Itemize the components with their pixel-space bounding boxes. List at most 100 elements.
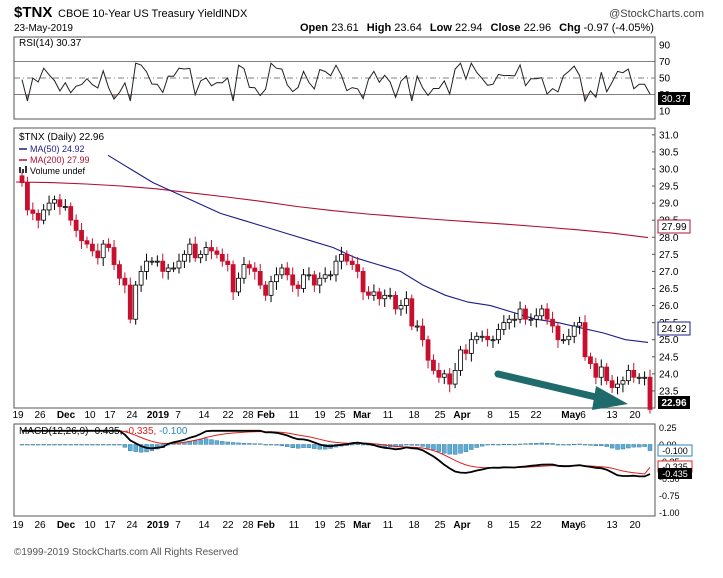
watermark: @StockCharts.com: [609, 8, 704, 20]
candle-body: [68, 206, 74, 221]
exchange: INDX: [221, 8, 248, 20]
candle-body: [268, 281, 274, 296]
candle: [171, 262, 176, 273]
date-axis-label: 13: [606, 410, 618, 421]
date-axis-label: 20: [629, 520, 641, 531]
date-axis-label: 19: [12, 410, 24, 421]
candle-body: [322, 274, 328, 279]
macd-hist-bar: [404, 444, 409, 446]
candle-body: [571, 325, 577, 337]
macd-hist-bar: [106, 444, 111, 446]
security-name: CBOE 10-Year US Treasury Yield: [58, 8, 221, 20]
candle: [436, 362, 442, 383]
macd-hist-bar: [285, 444, 290, 447]
candle-body: [463, 349, 469, 354]
candle-body: [403, 298, 409, 306]
close-tag: [658, 396, 690, 409]
rsi-last-value: 30.37: [661, 94, 686, 105]
candle: [127, 277, 133, 324]
candle-body: [349, 260, 355, 265]
candle: [339, 246, 344, 270]
date-axis-label: 17: [104, 410, 116, 421]
price-legend: $TNX (Daily) 22.96 MA(50) 24.92 MA(200) …: [19, 132, 104, 176]
candle: [79, 222, 84, 249]
price-axis-label: 29.0: [659, 199, 679, 210]
price-axis-label: 30.5: [659, 147, 679, 158]
macd-hist-bar: [52, 444, 57, 446]
candle-body: [387, 294, 393, 297]
candle: [149, 257, 155, 266]
candle: [209, 240, 214, 260]
candle-body: [279, 267, 285, 276]
macd-axis-label: -1.00: [659, 508, 680, 518]
macd-hist-bar: [555, 444, 561, 446]
candle: [382, 289, 388, 307]
macd-legend-signal: -0.335,: [125, 426, 156, 437]
macd-hist-bar: [36, 444, 41, 446]
ma50-tag: [657, 321, 691, 336]
candle: [468, 332, 474, 362]
date-axis-label: 25: [434, 410, 446, 421]
candle-body: [485, 335, 490, 341]
candle-body: [230, 264, 236, 293]
macd-hist-bar: [290, 444, 295, 448]
macd-hist-bar: [209, 439, 214, 445]
candle: [290, 267, 296, 292]
date-axis-label: 22: [530, 520, 542, 531]
candle: [458, 345, 463, 376]
candle: [236, 272, 241, 296]
macd-hist-bar: [566, 444, 571, 446]
candles: [19, 171, 653, 414]
candle: [523, 304, 528, 325]
candle-body: [311, 274, 317, 286]
macd-panel: 0.250.00-0.25-0.50-0.75-1.00 MACD(12,26,…: [13, 423, 693, 518]
candle-body: [165, 267, 171, 272]
date-axis-label: 18: [408, 520, 420, 531]
macd-hist-bar: [252, 443, 257, 445]
candle: [360, 267, 366, 301]
legend-symbol: $TNX (Daily) 22.96: [19, 132, 104, 143]
candle-body: [160, 260, 166, 272]
date-axis-label: May: [561, 410, 581, 421]
price-axis-label: 23.5: [659, 386, 679, 397]
candle: [252, 262, 258, 280]
candle: [393, 291, 398, 315]
macd-hist-bar: [620, 444, 626, 450]
candle-body: [436, 370, 442, 378]
candle: [414, 320, 420, 332]
date-axis-label: Mar: [353, 520, 371, 531]
open-label: Open: [300, 22, 328, 34]
macd-hist-bar: [263, 444, 268, 446]
chart-date: 23-May-2019: [14, 23, 73, 34]
macd-hist-bar: [604, 444, 609, 447]
date-axis-label: 11: [289, 520, 300, 531]
candle-body: [144, 260, 149, 272]
price-axis-label: 30.0: [659, 164, 679, 175]
candle: [544, 303, 550, 325]
macd-hist-bar: [312, 444, 317, 449]
candle: [474, 332, 480, 344]
candle: [176, 253, 182, 274]
macd-hist-bar: [539, 442, 544, 445]
macd-hist-bar: [79, 444, 84, 446]
date-axis-label: 8: [487, 520, 493, 531]
candle: [490, 335, 496, 348]
candle-body: [544, 308, 550, 320]
candle: [138, 265, 144, 292]
date-axis-label: 13: [606, 520, 618, 531]
candle-body: [182, 253, 187, 262]
macd-hist-bar: [241, 442, 247, 445]
macd-hist-bar: [415, 444, 420, 446]
date-axis-label: Apr: [453, 410, 470, 421]
candle: [479, 330, 485, 342]
candle-body: [46, 202, 52, 211]
candle: [344, 250, 350, 266]
date-axis-label: 15: [508, 520, 520, 531]
candle-body: [550, 318, 555, 327]
price-axis-label: 27.0: [659, 267, 679, 278]
candle-body: [376, 291, 382, 300]
candle-body: [176, 260, 182, 269]
candle-body: [560, 339, 566, 342]
candle: [615, 376, 620, 395]
date-axis-label: 22: [530, 410, 542, 421]
